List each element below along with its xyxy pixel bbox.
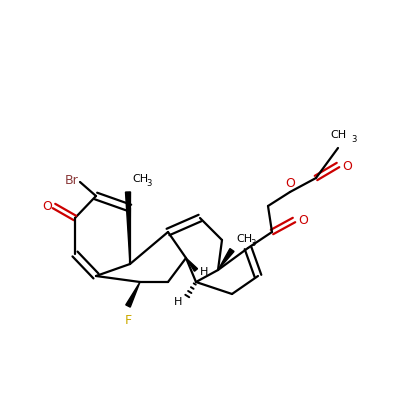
Polygon shape <box>186 258 198 271</box>
Text: H: H <box>174 297 182 307</box>
Text: CH: CH <box>132 174 148 184</box>
Text: O: O <box>285 177 295 190</box>
Text: O: O <box>342 160 352 174</box>
Polygon shape <box>126 192 130 264</box>
Text: CH: CH <box>330 130 346 140</box>
Polygon shape <box>218 248 234 270</box>
Text: 3: 3 <box>250 239 255 248</box>
Text: Br: Br <box>64 174 78 186</box>
Text: 3: 3 <box>146 179 151 188</box>
Polygon shape <box>126 282 140 307</box>
Text: F: F <box>124 314 132 327</box>
Text: O: O <box>298 214 308 226</box>
Text: H: H <box>200 267 208 277</box>
Text: CH: CH <box>236 234 252 244</box>
Text: O: O <box>42 200 52 212</box>
Text: 3: 3 <box>351 135 356 144</box>
